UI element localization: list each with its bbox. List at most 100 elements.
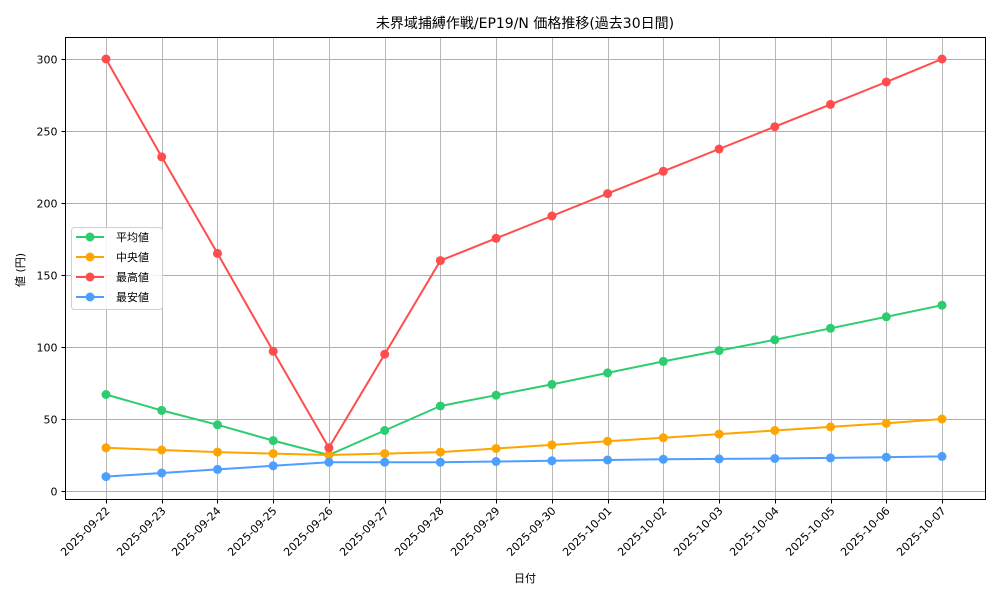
data-point-marker (213, 464, 222, 474)
x-tick-label: 2025-10-07 (894, 504, 948, 558)
data-point-marker (770, 426, 780, 435)
legend-marker-icon (85, 252, 95, 262)
data-point-marker (157, 405, 167, 415)
data-point-marker (324, 450, 334, 460)
data-point-marker (881, 312, 891, 322)
data-point-marker (324, 457, 334, 467)
data-point-marker (881, 77, 891, 87)
x-tick-label: 2025-09-30 (504, 504, 558, 558)
data-point-marker (268, 346, 278, 356)
data-point-marker (826, 323, 835, 333)
data-point-marker (881, 418, 891, 428)
y-tick-label: 200 (37, 198, 58, 211)
data-point-marker (547, 379, 557, 389)
y-tick-label: 100 (37, 342, 58, 355)
data-point-marker (770, 122, 780, 132)
data-point-marker (937, 54, 947, 64)
data-point-marker (603, 368, 613, 378)
series-line (105, 455, 943, 478)
data-point-marker (380, 426, 390, 435)
plot-frame (65, 37, 986, 500)
y-tick-label: 250 (37, 126, 58, 139)
series-layer (101, 54, 947, 482)
y-axis-label: 値 (円) (14, 253, 27, 287)
legend-marker-icon (85, 272, 95, 282)
legend-box (71, 227, 163, 310)
data-point-marker (213, 248, 222, 258)
legend-label: 最安値 (116, 290, 149, 304)
data-point-marker (491, 457, 501, 466)
x-tick-label: 2025-09-23 (114, 504, 168, 558)
data-point-marker (101, 472, 111, 482)
data-point-marker (603, 436, 613, 446)
legend-marker-icon (85, 232, 95, 242)
x-tick-label: 2025-09-24 (169, 504, 223, 558)
data-point-marker (268, 436, 278, 446)
data-point-marker (547, 456, 557, 466)
x-tick-label: 2025-09-29 (448, 504, 502, 558)
x-tick-label: 2025-09-28 (392, 504, 446, 558)
y-tick-label: 50 (44, 414, 58, 427)
data-point-marker (937, 414, 947, 424)
legend-item: 平均値 (76, 231, 149, 244)
data-point-marker (157, 152, 167, 162)
y-axis: 0 50 100 150 200 250 300 (37, 54, 66, 499)
x-axis-label: 日付 (514, 572, 536, 585)
x-tick-label: 2025-10-05 (783, 504, 837, 558)
data-point-marker (268, 461, 278, 471)
data-point-marker (658, 166, 668, 176)
data-point-marker (714, 346, 724, 356)
y-tick-label: 0 (51, 486, 58, 499)
data-point-marker (658, 454, 668, 464)
data-point-marker (603, 455, 613, 465)
data-point-marker (937, 451, 947, 461)
data-point-marker (826, 453, 835, 463)
data-point-marker (213, 447, 222, 457)
data-point-marker (770, 335, 780, 345)
data-point-marker (658, 356, 668, 366)
x-tick-label: 2025-09-22 (58, 504, 112, 558)
data-point-marker (435, 401, 445, 411)
x-tick-label: 2025-09-25 (225, 504, 279, 558)
legend-marker-icon (85, 292, 95, 302)
data-point-marker (658, 433, 668, 443)
grid-lines (65, 37, 986, 500)
series-line (105, 418, 943, 456)
data-point-marker (324, 443, 334, 453)
legend-label: 平均値 (116, 231, 149, 244)
data-point-marker (881, 452, 891, 462)
data-point-marker (491, 233, 501, 243)
data-point-marker (435, 447, 445, 457)
series-0 (101, 300, 947, 460)
data-point-marker (714, 454, 724, 464)
data-point-marker (101, 443, 111, 453)
series-line (105, 304, 943, 456)
data-point-marker (826, 99, 835, 109)
data-point-marker (714, 429, 724, 439)
data-point-marker (435, 457, 445, 467)
series-1 (101, 414, 947, 460)
series-3 (101, 451, 947, 482)
data-point-marker (380, 349, 390, 359)
data-point-marker (826, 422, 835, 432)
x-tick-label: 2025-10-06 (838, 504, 892, 558)
data-point-marker (770, 454, 780, 463)
data-point-marker (157, 445, 167, 455)
legend-item: 最安値 (76, 290, 149, 304)
y-tick-label: 150 (37, 270, 58, 283)
x-tick-label: 2025-10-04 (727, 504, 781, 558)
x-tick-label: 2025-10-03 (671, 504, 725, 558)
data-point-marker (213, 420, 222, 430)
chart-title: 未界域捕縛作戦/EP19/N 価格推移(過去30日間) (376, 15, 674, 32)
legend-label: 最高値 (116, 270, 149, 284)
x-tick-label: 2025-10-02 (615, 504, 669, 558)
legend-label: 中央値 (116, 251, 149, 264)
legend-item: 中央値 (76, 251, 149, 264)
x-tick-label: 2025-09-26 (281, 504, 335, 558)
data-point-marker (491, 390, 501, 400)
data-point-marker (603, 189, 613, 199)
data-point-marker (547, 211, 557, 221)
